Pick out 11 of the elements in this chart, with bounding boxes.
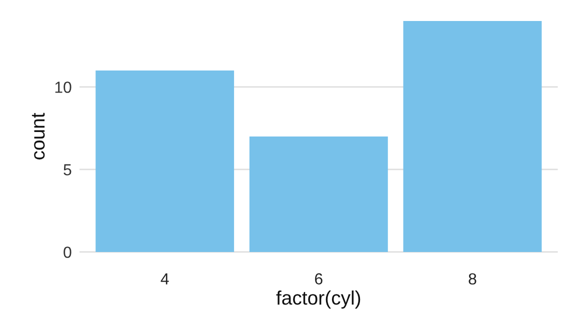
- y-tick-label: 5: [64, 164, 72, 176]
- y-axis-title: count: [32, 112, 45, 160]
- y-tick-label: 0: [64, 246, 72, 258]
- bar: [96, 70, 234, 252]
- bar: [403, 20, 542, 252]
- x-axis-title: factor(cyl): [276, 290, 360, 309]
- x-tick-label: 6: [315, 273, 322, 285]
- y-tick-label: 10: [55, 82, 72, 93]
- x-tick-label: 8: [468, 273, 476, 285]
- x-tick-label: 4: [160, 273, 169, 284]
- bar: [249, 136, 388, 252]
